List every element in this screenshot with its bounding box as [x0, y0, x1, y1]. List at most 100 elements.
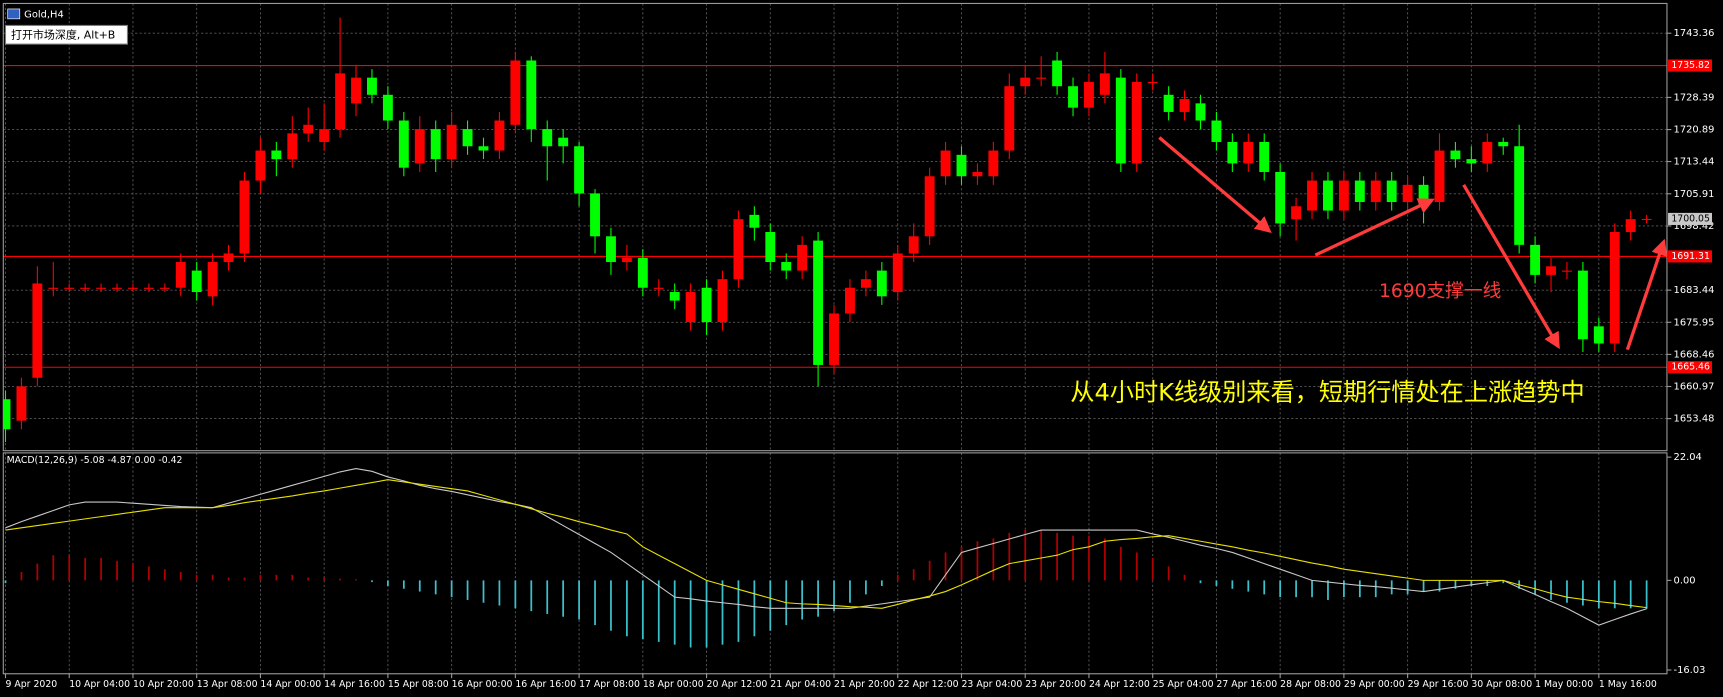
candle-body — [1530, 244, 1541, 275]
candle-body — [382, 94, 393, 121]
candle-body — [1307, 180, 1317, 211]
candle-body — [191, 270, 202, 293]
candle-body — [48, 287, 59, 289]
candle-body — [845, 287, 855, 314]
candle-body — [876, 270, 887, 297]
x-tick-label: 18 Apr 00:00 — [643, 679, 704, 690]
x-tick-label: 23 Apr 04:00 — [961, 679, 1022, 690]
y-tick-label: 1713.44 — [1674, 157, 1715, 168]
candle-body — [637, 257, 648, 288]
candle-body — [1291, 206, 1302, 220]
candle-body — [1577, 270, 1588, 340]
candle-body — [1609, 232, 1620, 344]
candle-body — [1259, 141, 1270, 172]
y-tick-label: 22.04 — [1674, 452, 1702, 463]
x-tick-label: 14 Apr 00:00 — [260, 679, 321, 690]
candle-body — [143, 287, 154, 289]
candle-body — [1211, 120, 1222, 142]
candle-body — [159, 287, 170, 289]
candle-body — [398, 120, 409, 168]
x-tick-label: 17 Apr 08:00 — [579, 679, 640, 690]
candle-body — [797, 244, 808, 271]
candle-body — [988, 150, 999, 177]
y-tick-label: 1705.91 — [1674, 189, 1715, 200]
candle-body — [892, 253, 903, 293]
arrow — [1158, 136, 1272, 234]
x-tick-label: 29 Apr 00:00 — [1344, 679, 1405, 690]
candle-body — [1402, 184, 1413, 202]
candle-body — [1052, 60, 1063, 87]
candle-body — [653, 287, 664, 289]
macd-panel-frame — [2, 452, 1668, 675]
macd-label: MACD(12,26,9) -5.08 -4.87 0.00 -0.42 — [7, 455, 183, 466]
x-tick-label: 14 Apr 16:00 — [324, 679, 385, 690]
price-label-box — [1668, 212, 1713, 225]
candle-body — [430, 129, 441, 160]
candle-body — [303, 124, 314, 134]
x-tick-label: 20 Apr 12:00 — [707, 679, 768, 690]
level-label-box — [1668, 59, 1713, 72]
x-tick-label: 9 Apr 2020 — [5, 679, 57, 690]
candle-body — [542, 129, 553, 147]
candle-body — [223, 253, 234, 263]
candle-body — [940, 150, 951, 177]
candle-body — [813, 240, 824, 365]
macd-signal-line — [5, 479, 1647, 609]
level-label: 1665.46 — [1671, 362, 1710, 373]
candle-body — [1163, 94, 1174, 112]
candle-body — [1227, 141, 1238, 164]
candle-body — [3, 399, 11, 430]
candle-body — [462, 129, 473, 147]
candle-body — [749, 214, 760, 228]
candle-body — [1386, 180, 1397, 202]
candle-body — [860, 279, 871, 288]
x-tick-label: 21 Apr 20:00 — [834, 679, 895, 690]
candle-body — [685, 292, 696, 323]
candle-body — [1084, 81, 1094, 108]
candle-body — [446, 124, 457, 160]
candle-body — [32, 283, 43, 378]
candle-body — [239, 180, 250, 254]
candle-body — [1514, 146, 1525, 245]
tooltip-box[interactable] — [4, 24, 129, 45]
arrow — [1625, 238, 1668, 351]
y-tick-label: -16.03 — [1674, 665, 1706, 676]
tooltip-text: 打开市场深度, Alt+B — [11, 27, 115, 41]
candle-body — [1004, 86, 1015, 151]
candle-body — [1354, 180, 1365, 202]
candle-body — [1466, 159, 1477, 164]
candles — [3, 17, 1652, 443]
candle-body — [367, 77, 377, 95]
y-tick-label: 1743.36 — [1674, 28, 1715, 39]
y-tick-label: 1660.97 — [1674, 382, 1715, 393]
level-label-box — [1668, 250, 1713, 263]
candle-body — [972, 171, 983, 177]
candle-body — [606, 236, 616, 263]
x-tick-label: 21 Apr 04:00 — [770, 679, 831, 690]
x-tick-label: 13 Apr 08:00 — [197, 679, 258, 690]
level-label-box — [1668, 361, 1713, 374]
x-tick-label: 30 Apr 08:00 — [1471, 679, 1532, 690]
y-tick-label: 1720.89 — [1674, 125, 1715, 136]
candle-body — [781, 262, 792, 271]
candle-body — [1036, 77, 1047, 79]
arrow — [1462, 183, 1560, 350]
macd-main-line — [5, 467, 1647, 626]
chart-title: Gold,H4 — [24, 9, 64, 20]
macd — [4, 467, 1648, 648]
candle-body — [255, 150, 266, 181]
candle-body — [1323, 180, 1333, 211]
y-tick-label: 1683.44 — [1674, 285, 1715, 296]
y-tick-label: 1675.95 — [1674, 317, 1715, 328]
candle-body — [1434, 150, 1445, 202]
x-tick-label: 10 Apr 04:00 — [69, 679, 130, 690]
candle-body — [80, 287, 91, 289]
candle-body — [1020, 77, 1031, 87]
candle-body — [1641, 218, 1652, 221]
candle-body — [1243, 141, 1254, 164]
axis-layer: 9 Apr 2020 10 Apr 04:00 10 Apr 20:00 13 Apr… — [4, 28, 1715, 690]
x-tick-label: 27 Apr 16:00 — [1216, 679, 1277, 690]
x-tick-label: 1 May 00:00 — [1535, 679, 1593, 690]
